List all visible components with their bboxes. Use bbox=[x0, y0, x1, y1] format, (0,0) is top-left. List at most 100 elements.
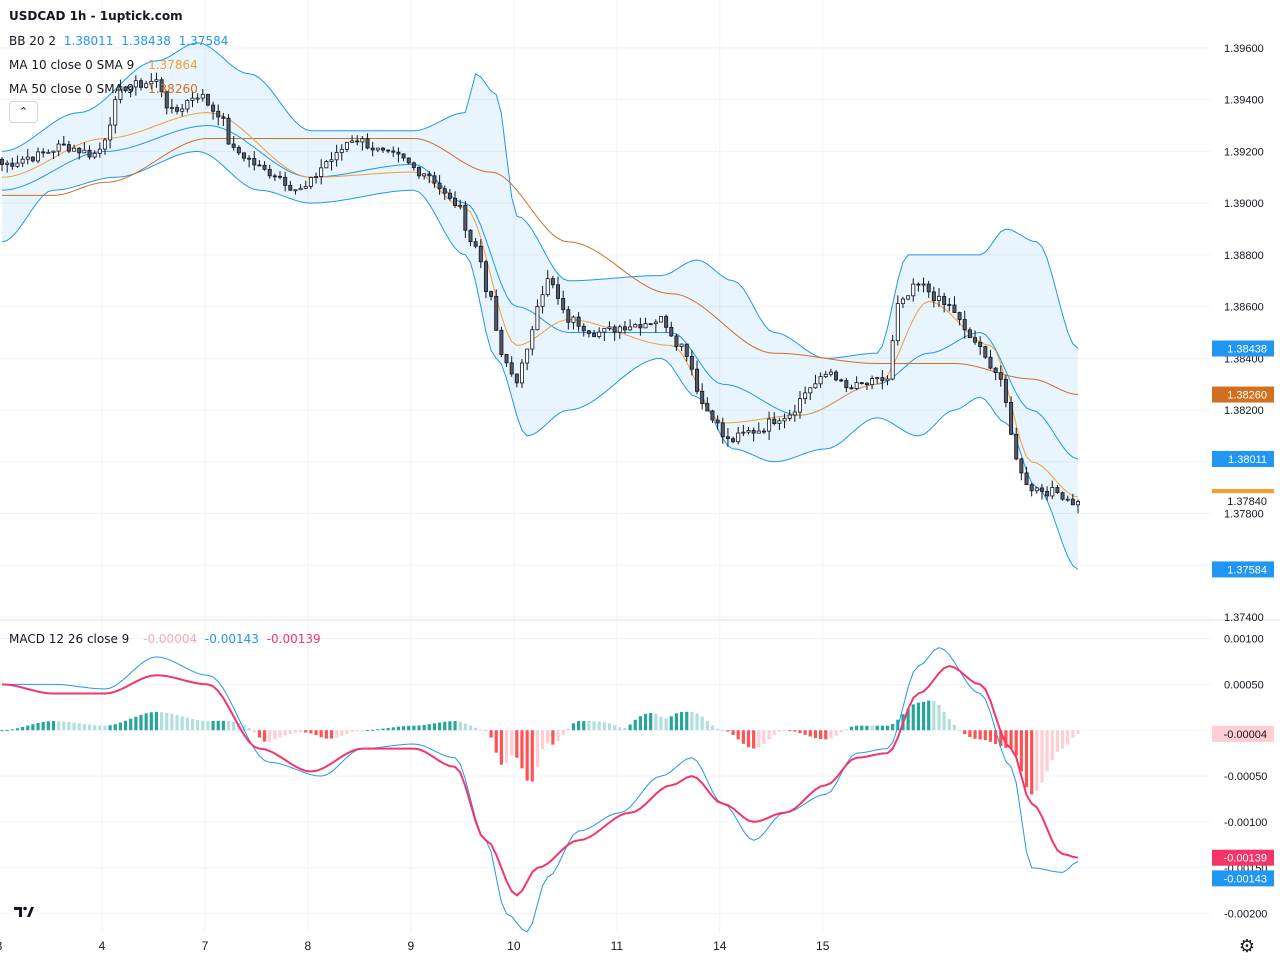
macd-histogram-bar bbox=[319, 730, 323, 738]
legend-macd-name: MACD 12 26 close 9 bbox=[9, 632, 130, 646]
macd-tick-label: -0.00100 bbox=[1224, 817, 1267, 829]
price-tick-label: 1.38200 bbox=[1224, 405, 1264, 417]
candle-body bbox=[710, 410, 715, 421]
macd-histogram-bar bbox=[278, 730, 282, 738]
macd-histogram-bar bbox=[510, 730, 514, 756]
macd-histogram-bar bbox=[185, 717, 189, 731]
macd-histogram-bar bbox=[772, 730, 776, 735]
candle-body bbox=[334, 152, 339, 161]
candle-body bbox=[916, 283, 921, 286]
macd-histogram-bar bbox=[916, 702, 920, 731]
candle-body bbox=[437, 182, 442, 190]
candle-body bbox=[195, 97, 200, 100]
candlesticks bbox=[0, 72, 1080, 514]
candle-body bbox=[736, 432, 741, 443]
macd-histogram-bar bbox=[216, 720, 220, 731]
gear-icon[interactable]: ⚙ bbox=[1238, 936, 1256, 956]
candle-body bbox=[535, 305, 540, 331]
candle-body bbox=[628, 326, 633, 331]
candle-body bbox=[1019, 458, 1024, 474]
macd-histogram-bar bbox=[401, 726, 406, 731]
macd-histogram-bar bbox=[937, 704, 941, 731]
macd-histogram-bar bbox=[499, 730, 503, 765]
macd-histogram-bar bbox=[726, 730, 730, 732]
candle-body bbox=[113, 99, 118, 126]
macd-histogram-bar bbox=[623, 727, 627, 731]
candle-body bbox=[870, 378, 875, 386]
macd-histogram-bar bbox=[716, 728, 720, 731]
legend-macd-macd: -0.00143 bbox=[204, 632, 259, 646]
macd-histogram-bar bbox=[824, 730, 828, 740]
candle-body bbox=[252, 158, 257, 166]
candle-body bbox=[139, 80, 143, 88]
macd-histogram-bar bbox=[782, 730, 787, 732]
macd-histogram-bar bbox=[1045, 730, 1049, 772]
legend-ma50: MA 50 close 0 SMA 9 1.38260 bbox=[9, 82, 202, 96]
candle-body bbox=[432, 175, 437, 184]
macd-line bbox=[2, 647, 1079, 933]
candle-body bbox=[550, 278, 555, 286]
macd-histogram-bar bbox=[201, 720, 205, 731]
candle-body bbox=[494, 295, 499, 331]
candle-body bbox=[571, 316, 576, 323]
macd-tick-label: 0.00100 bbox=[1224, 634, 1264, 646]
candle-body bbox=[751, 429, 756, 434]
candle-body bbox=[880, 377, 885, 382]
macd-histogram-bar bbox=[180, 716, 184, 731]
collapse-legend-button[interactable]: ⌃ bbox=[9, 101, 38, 123]
candle-body bbox=[77, 147, 82, 154]
macd-histogram-bar bbox=[170, 713, 174, 731]
candle-body bbox=[803, 392, 808, 400]
macd-value-badge: -0.00139 bbox=[1224, 853, 1267, 865]
candle-body bbox=[102, 139, 107, 150]
tradingview-logo-icon[interactable] bbox=[8, 900, 40, 922]
candle-body bbox=[612, 326, 617, 333]
price-badge-bg bbox=[1212, 561, 1274, 578]
macd-histogram-bar bbox=[391, 727, 395, 731]
macd-histogram-bar bbox=[952, 725, 957, 731]
macd-histogram-bar bbox=[26, 725, 30, 731]
macd-histogram-bar bbox=[247, 728, 251, 731]
candle-body bbox=[1024, 472, 1029, 486]
candle-body bbox=[380, 147, 385, 151]
legend-macd-signal: -0.00139 bbox=[266, 632, 321, 646]
candle-body bbox=[741, 431, 746, 434]
price-badge: 1.38011 bbox=[1228, 454, 1267, 466]
candle-body bbox=[514, 373, 519, 384]
macd-histogram-bar bbox=[0, 730, 4, 732]
candle-body bbox=[1065, 498, 1070, 501]
macd-histogram-bar bbox=[268, 730, 272, 742]
candle-body bbox=[128, 86, 133, 92]
signal-line bbox=[1, 664, 1079, 897]
macd-histogram-bar bbox=[813, 730, 818, 738]
candle-body bbox=[519, 362, 524, 384]
macd-histogram-bar bbox=[46, 721, 50, 731]
price-badge: 1.38438 bbox=[1227, 344, 1267, 356]
time-tick-label: 4 bbox=[99, 939, 106, 953]
price-tick-label: 1.39000 bbox=[1224, 198, 1264, 210]
macd-histogram-bar bbox=[695, 713, 699, 731]
macd-histogram-bar bbox=[232, 721, 236, 731]
macd-histogram-bar bbox=[463, 723, 467, 731]
macd-histogram-bar bbox=[329, 730, 334, 739]
macd-histogram-bar bbox=[67, 722, 71, 731]
macd-histogram-bar bbox=[633, 719, 637, 731]
candle-body bbox=[10, 162, 15, 167]
macd-histogram-bar bbox=[1024, 730, 1029, 788]
macd-tick-label: -0.00200 bbox=[1224, 909, 1267, 921]
macd-histogram-bar bbox=[257, 730, 262, 738]
candle-body bbox=[617, 326, 622, 333]
candle-body bbox=[468, 229, 473, 243]
macd-histogram-bar bbox=[324, 730, 328, 739]
candle-body bbox=[607, 326, 612, 329]
macd-histogram-bar bbox=[520, 730, 524, 769]
macd-histogram-bar bbox=[1055, 730, 1059, 752]
candle-body bbox=[1034, 487, 1039, 492]
ma50-line bbox=[2, 138, 1079, 395]
macd-histogram-bar bbox=[489, 730, 493, 738]
candle-body bbox=[1070, 498, 1075, 506]
macd-histogram-bar bbox=[947, 719, 951, 731]
candle-body bbox=[211, 104, 216, 112]
macd-histogram-bar bbox=[788, 730, 792, 732]
